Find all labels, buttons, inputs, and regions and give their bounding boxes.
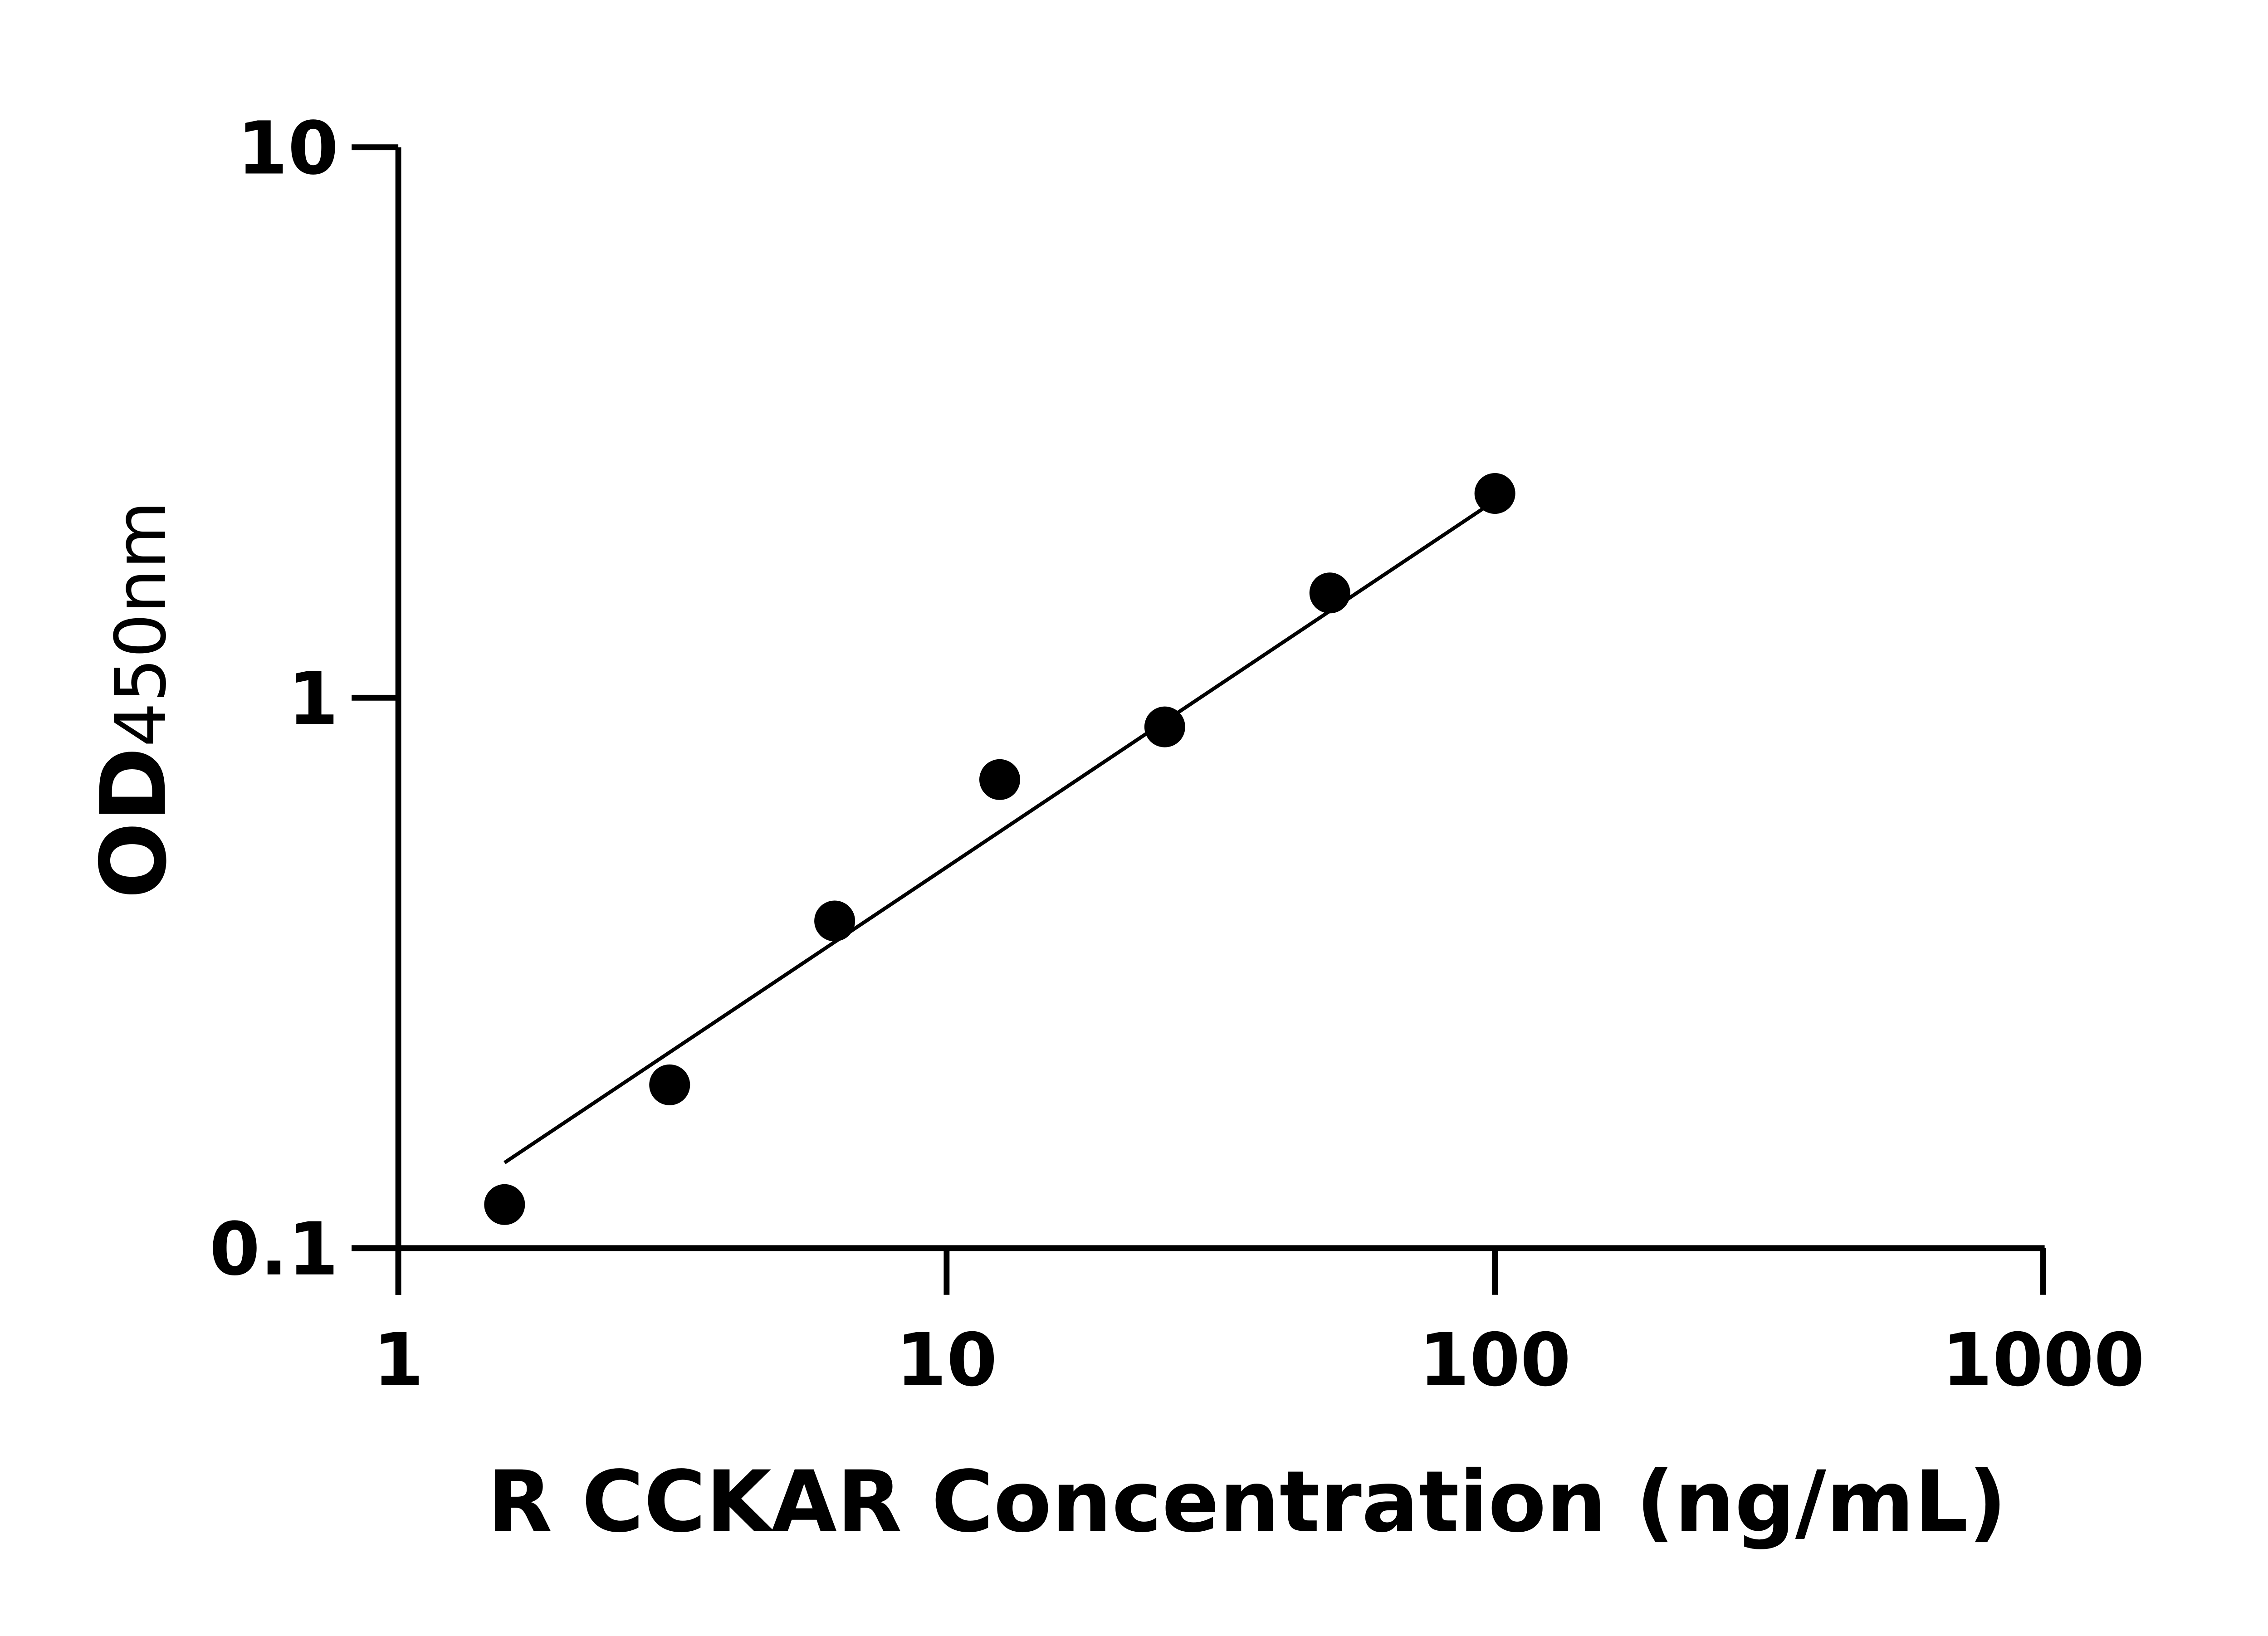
y-tick-label: 10	[237, 106, 339, 191]
y-axis-label-main: OD	[82, 747, 187, 899]
data-point	[1309, 572, 1350, 614]
svg-text:OD450nm: OD450nm	[82, 501, 187, 899]
x-tick-label: 1	[373, 1318, 424, 1402]
y-tick-label: 0.1	[210, 1207, 339, 1292]
x-tick-label: 10	[896, 1318, 997, 1402]
data-point	[1144, 706, 1185, 747]
x-tick-label: 1000	[1942, 1318, 2145, 1402]
ticks: 1 10 100 1000 0.1 1 10	[210, 106, 2145, 1402]
y-tick-label: 1	[288, 656, 338, 741]
y-axis-label-sub: 450nm	[101, 501, 182, 747]
y-axis-label: OD450nm	[82, 501, 187, 899]
axes	[352, 147, 2045, 1295]
data-point	[979, 759, 1021, 800]
data-point	[484, 1184, 525, 1225]
data-point	[649, 1064, 690, 1105]
x-tick-label: 100	[1419, 1318, 1571, 1402]
x-axis-label: R CCKAR Concentration (ng/mL)	[487, 1453, 2007, 1551]
data-point	[1474, 473, 1515, 514]
data-point	[814, 900, 855, 942]
points-group	[484, 473, 1515, 1225]
